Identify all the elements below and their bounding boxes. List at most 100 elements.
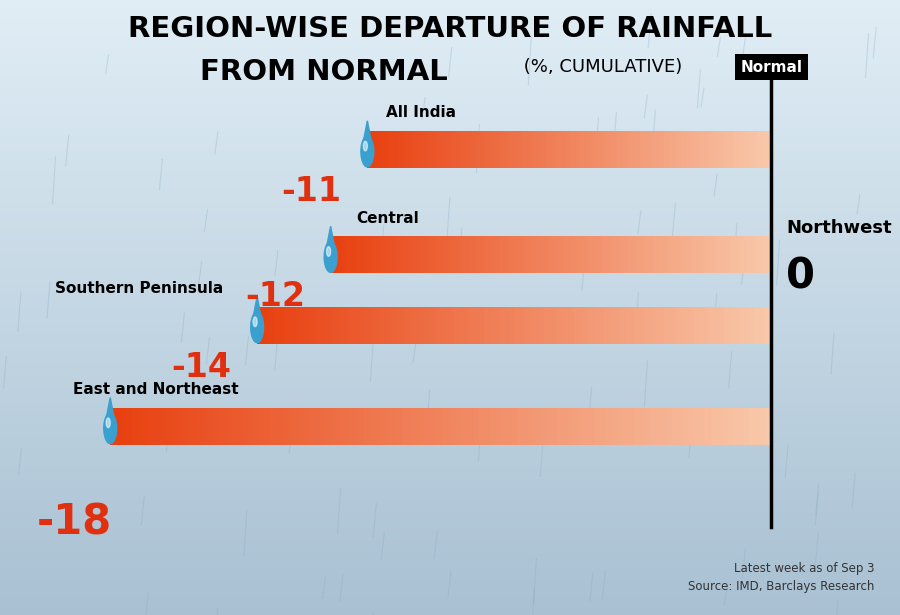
Bar bbox=[0, 529, 900, 532]
Bar bbox=[626, 307, 631, 344]
Bar bbox=[0, 544, 900, 547]
Bar bbox=[265, 408, 271, 445]
Bar bbox=[587, 307, 592, 344]
Bar bbox=[707, 131, 712, 168]
Bar bbox=[303, 408, 310, 445]
Bar bbox=[304, 307, 310, 344]
Bar bbox=[744, 408, 750, 445]
Bar bbox=[684, 131, 688, 168]
Bar bbox=[0, 600, 900, 603]
Bar bbox=[610, 236, 614, 273]
Bar bbox=[752, 131, 755, 168]
Bar bbox=[198, 408, 204, 445]
Bar bbox=[397, 236, 401, 273]
Bar bbox=[356, 236, 361, 273]
Bar bbox=[0, 363, 900, 366]
Bar bbox=[0, 335, 900, 338]
Bar bbox=[441, 236, 446, 273]
Bar bbox=[636, 131, 641, 168]
Bar bbox=[374, 236, 379, 273]
Bar bbox=[485, 408, 491, 445]
Bar bbox=[746, 307, 751, 344]
Bar bbox=[0, 387, 900, 391]
Bar bbox=[0, 560, 900, 563]
Bar bbox=[0, 341, 900, 344]
Bar bbox=[606, 408, 612, 445]
Bar bbox=[501, 307, 507, 344]
Bar bbox=[0, 197, 900, 200]
Bar bbox=[595, 408, 601, 445]
Bar bbox=[657, 131, 661, 168]
Bar bbox=[489, 307, 493, 344]
Bar bbox=[544, 307, 549, 344]
Bar bbox=[0, 590, 900, 593]
Bar bbox=[562, 236, 566, 273]
Bar bbox=[431, 131, 436, 168]
Bar bbox=[639, 236, 644, 273]
Bar bbox=[531, 307, 536, 344]
Bar bbox=[763, 307, 768, 344]
Bar bbox=[667, 408, 673, 445]
Bar bbox=[664, 307, 670, 344]
Bar bbox=[0, 163, 900, 166]
Bar bbox=[0, 6, 900, 9]
Bar bbox=[628, 408, 634, 445]
Bar bbox=[557, 307, 562, 344]
Bar bbox=[0, 141, 900, 145]
Bar bbox=[435, 131, 439, 168]
Bar bbox=[182, 408, 188, 445]
Bar bbox=[646, 236, 651, 273]
Bar bbox=[448, 131, 453, 168]
Bar bbox=[0, 86, 900, 89]
Bar bbox=[0, 510, 900, 514]
Bar bbox=[210, 408, 216, 445]
Bar bbox=[0, 424, 900, 427]
Bar bbox=[661, 131, 664, 168]
Bar bbox=[138, 408, 144, 445]
Bar bbox=[393, 236, 398, 273]
Bar bbox=[386, 408, 392, 445]
Bar bbox=[408, 236, 412, 273]
Bar bbox=[0, 12, 900, 15]
Bar bbox=[662, 236, 666, 273]
Bar bbox=[711, 307, 716, 344]
Bar bbox=[617, 307, 622, 344]
Bar bbox=[0, 52, 900, 55]
Bar bbox=[698, 131, 701, 168]
Bar bbox=[0, 566, 900, 569]
Bar bbox=[707, 307, 712, 344]
Bar bbox=[518, 408, 524, 445]
Bar bbox=[765, 131, 769, 168]
Bar bbox=[452, 131, 455, 168]
Bar bbox=[715, 131, 718, 168]
Bar bbox=[678, 408, 684, 445]
Bar bbox=[535, 408, 541, 445]
Bar bbox=[694, 408, 700, 445]
Bar bbox=[0, 375, 900, 378]
Bar bbox=[465, 131, 469, 168]
Bar bbox=[0, 409, 900, 412]
Bar bbox=[0, 218, 900, 221]
Bar bbox=[259, 408, 266, 445]
Bar bbox=[321, 307, 327, 344]
Bar bbox=[377, 131, 382, 168]
Bar bbox=[470, 236, 474, 273]
Bar bbox=[754, 307, 760, 344]
Bar bbox=[545, 131, 550, 168]
Bar bbox=[454, 307, 459, 344]
Bar bbox=[0, 3, 900, 6]
Bar bbox=[0, 520, 900, 523]
Bar bbox=[634, 408, 640, 445]
Bar bbox=[738, 131, 742, 168]
Bar bbox=[727, 408, 734, 445]
Bar bbox=[0, 597, 900, 600]
Bar bbox=[0, 547, 900, 550]
Bar bbox=[390, 307, 395, 344]
Bar bbox=[672, 236, 677, 273]
Bar bbox=[474, 236, 478, 273]
Bar bbox=[545, 408, 552, 445]
Bar bbox=[0, 111, 900, 114]
Bar bbox=[579, 307, 583, 344]
Bar bbox=[518, 307, 524, 344]
Bar bbox=[613, 131, 617, 168]
